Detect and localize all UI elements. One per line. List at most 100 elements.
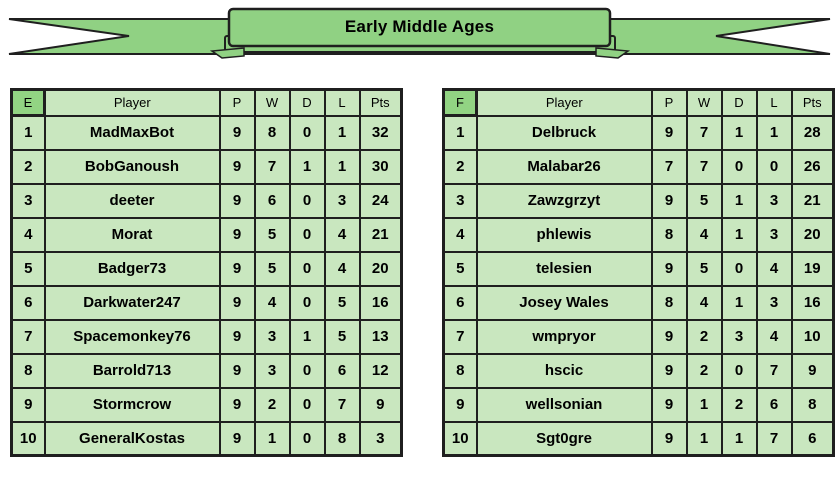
- stat-cell: 9: [218, 352, 256, 389]
- stat-cell: 10: [790, 318, 835, 355]
- player-cell: Darkwater247: [43, 284, 221, 321]
- stat-cell: 5: [323, 318, 361, 355]
- stat-cell: 9: [650, 182, 688, 219]
- ribbon-graphic: [8, 7, 831, 59]
- player-cell: Spacemonkey76: [43, 318, 221, 355]
- group-letter-header: F: [442, 88, 478, 117]
- stat-cell: 9: [218, 182, 256, 219]
- stat-cell: 1: [253, 420, 291, 457]
- stat-cell: 1: [685, 386, 723, 423]
- player-cell: MadMaxBot: [43, 114, 221, 151]
- stat-column-header: P: [650, 88, 688, 117]
- table-row: 7 wmpryor 9 2 3 4 10: [442, 318, 835, 355]
- stat-cell: 9: [650, 250, 688, 287]
- player-cell: Delbruck: [475, 114, 653, 151]
- player-cell: hscic: [475, 352, 653, 389]
- stat-cell: 16: [358, 284, 403, 321]
- stat-cell: 16: [790, 284, 835, 321]
- table-row: 5 Badger73 9 5 0 4 20: [10, 250, 403, 287]
- stat-cell: 8: [253, 114, 291, 151]
- stat-cell: 6: [323, 352, 361, 389]
- player-cell: telesien: [475, 250, 653, 287]
- rank-cell: 3: [442, 182, 478, 219]
- stat-cell: 0: [288, 182, 326, 219]
- stat-cell: 1: [323, 148, 361, 185]
- stat-cell: 32: [358, 114, 403, 151]
- player-cell: BobGanoush: [43, 148, 221, 185]
- stat-cell: 0: [288, 216, 326, 253]
- table-row: 1 MadMaxBot 9 8 0 1 32: [10, 114, 403, 151]
- player-cell: Malabar26: [475, 148, 653, 185]
- stat-cell: 9: [358, 386, 403, 423]
- group-letter-header: E: [10, 88, 46, 117]
- stat-cell: 4: [253, 284, 291, 321]
- stat-cell: 3: [755, 182, 793, 219]
- stat-cell: 0: [288, 284, 326, 321]
- stat-cell: 8: [650, 284, 688, 321]
- stat-cell: 28: [790, 114, 835, 151]
- stat-cell: 9: [790, 352, 835, 389]
- stat-cell: 9: [218, 386, 256, 423]
- player-cell: Badger73: [43, 250, 221, 287]
- player-cell: deeter: [43, 182, 221, 219]
- stat-cell: 26: [790, 148, 835, 185]
- stat-cell: 1: [720, 420, 758, 457]
- group-f-standings-table: F Player P W D L Pts 1 Delbruck 9 7 1 1 28 2 Malabar26 7…: [442, 88, 835, 457]
- rank-cell: 6: [442, 284, 478, 321]
- stat-cell: 9: [650, 386, 688, 423]
- rank-cell: 2: [442, 148, 478, 185]
- stat-cell: 0: [288, 250, 326, 287]
- stat-cell: 7: [685, 148, 723, 185]
- player-cell: wmpryor: [475, 318, 653, 355]
- stat-cell: 0: [288, 386, 326, 423]
- table-row: 10 Sgt0gre 9 1 1 7 6: [442, 420, 835, 457]
- stat-cell: 7: [755, 352, 793, 389]
- stat-cell: 9: [650, 420, 688, 457]
- stat-cell: 1: [720, 182, 758, 219]
- stat-cell: 9: [218, 284, 256, 321]
- rank-cell: 10: [10, 420, 46, 457]
- stat-cell: 9: [650, 114, 688, 151]
- stat-cell: 1: [755, 114, 793, 151]
- stat-cell: 0: [288, 114, 326, 151]
- stat-cell: 4: [323, 250, 361, 287]
- stat-cell: 6: [253, 182, 291, 219]
- stat-column-header: W: [685, 88, 723, 117]
- stat-cell: 9: [650, 352, 688, 389]
- player-cell: wellsonian: [475, 386, 653, 423]
- stat-column-header: L: [755, 88, 793, 117]
- rank-cell: 8: [10, 352, 46, 389]
- stat-cell: 4: [755, 250, 793, 287]
- stat-cell: 2: [685, 352, 723, 389]
- rank-cell: 8: [442, 352, 478, 389]
- rank-cell: 1: [10, 114, 46, 151]
- rank-cell: 4: [10, 216, 46, 253]
- stat-cell: 1: [323, 114, 361, 151]
- player-cell: Sgt0gre: [475, 420, 653, 457]
- stat-cell: 12: [358, 352, 403, 389]
- stat-cell: 21: [790, 182, 835, 219]
- stat-cell: 7: [323, 386, 361, 423]
- rank-cell: 9: [10, 386, 46, 423]
- header-row: E Player P W D L Pts: [10, 88, 403, 117]
- stat-cell: 3: [253, 352, 291, 389]
- rank-cell: 4: [442, 216, 478, 253]
- table-row: 9 Stormcrow 9 2 0 7 9: [10, 386, 403, 423]
- table-row: 5 telesien 9 5 0 4 19: [442, 250, 835, 287]
- player-cell: phlewis: [475, 216, 653, 253]
- stat-cell: 9: [218, 216, 256, 253]
- group-e-standings-table: E Player P W D L Pts 1 MadMaxBot 9 8 0 1 32 2 BobGanous…: [10, 88, 403, 457]
- stat-cell: 4: [323, 216, 361, 253]
- stat-cell: 4: [685, 216, 723, 253]
- banner-ribbon: Early Middle Ages: [0, 0, 839, 64]
- stat-column-header: Pts: [358, 88, 403, 117]
- stat-column-header: Pts: [790, 88, 835, 117]
- table-row: 6 Josey Wales 8 4 1 3 16: [442, 284, 835, 321]
- rank-cell: 7: [442, 318, 478, 355]
- stat-cell: 0: [288, 352, 326, 389]
- stat-cell: 4: [685, 284, 723, 321]
- stat-cell: 8: [650, 216, 688, 253]
- table-row: 3 Zawzgrzyt 9 5 1 3 21: [442, 182, 835, 219]
- stat-cell: 5: [253, 250, 291, 287]
